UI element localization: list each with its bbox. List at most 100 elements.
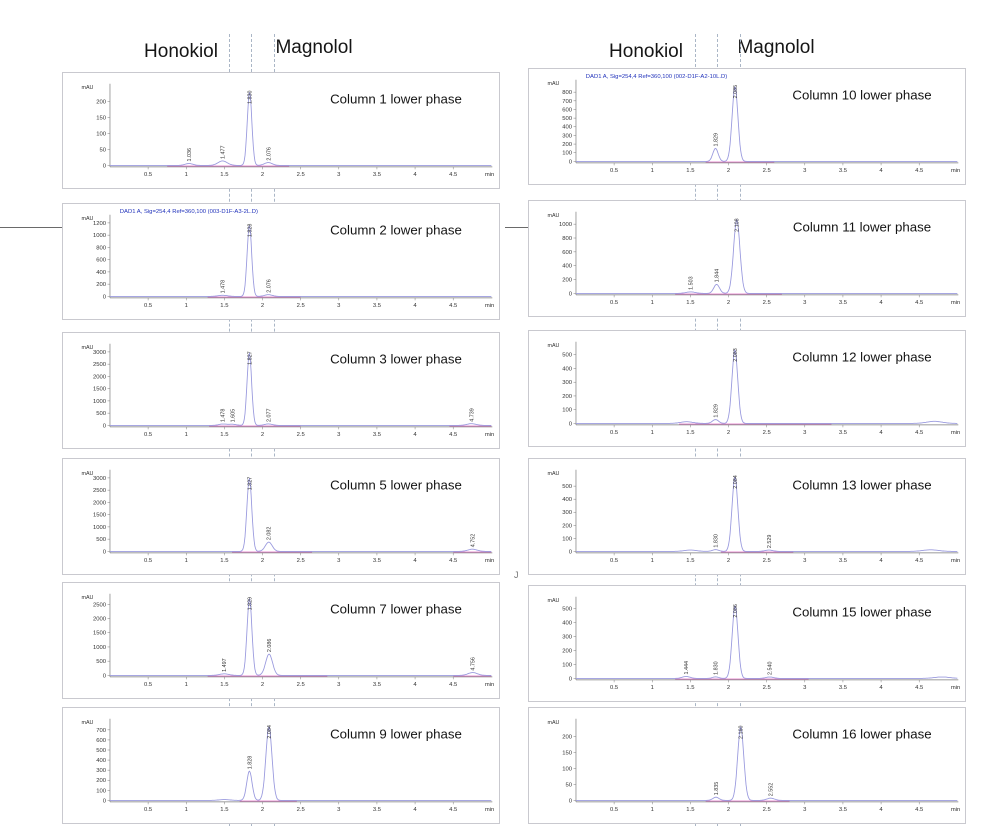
y-tick-label: 500 — [96, 748, 107, 754]
y-tick-label: 700 — [562, 99, 573, 105]
x-tick-label: 2.5 — [297, 432, 306, 438]
x-tick-label: 0.5 — [144, 682, 153, 688]
x-tick-label: 1.5 — [686, 807, 695, 813]
y-tick-label: 800 — [96, 245, 107, 251]
peak-retention-time-label: 1.477 — [221, 145, 227, 159]
x-axis-unit-label: min — [951, 558, 960, 564]
x-tick-label: 4 — [879, 685, 883, 691]
x-tick-label: 0.5 — [144, 432, 153, 438]
x-tick-label: 2.5 — [763, 430, 772, 436]
x-tick-label: 3.5 — [373, 172, 382, 178]
y-tick-label: 2500 — [93, 362, 107, 368]
x-tick-label: 4.5 — [449, 558, 458, 564]
x-tick-label: 3.5 — [373, 807, 382, 813]
x-tick-label: 0.5 — [144, 303, 153, 309]
x-tick-label: 4 — [879, 300, 883, 306]
x-tick-label: 1 — [651, 430, 654, 436]
x-tick-label: 1.5 — [686, 430, 695, 436]
x-tick-label: 2 — [261, 558, 264, 564]
x-tick-label: 4.5 — [449, 682, 458, 688]
x-tick-label: 4.5 — [915, 168, 924, 174]
x-tick-label: 1 — [185, 432, 188, 438]
x-tick-label: 4.5 — [449, 807, 458, 813]
x-tick-label: 4 — [413, 303, 417, 309]
y-tick-label: 100 — [96, 132, 107, 138]
x-tick-label: 3 — [337, 172, 341, 178]
panel-title: Column 12 lower phase — [792, 349, 931, 364]
peak-retention-time-label: 1.478 — [221, 280, 227, 294]
peak-retention-time-label: 4.739 — [469, 408, 475, 421]
peak-retention-time-label: 2.085 — [733, 85, 739, 99]
y-tick-label: 2000 — [93, 500, 107, 506]
x-tick-label: 3 — [803, 300, 807, 306]
x-axis-unit-label: min — [485, 682, 494, 688]
y-tick-label: 0 — [103, 294, 107, 300]
peak-retention-time-label: 2.086 — [733, 604, 739, 618]
chromatogram-panel-col5: mAU 0 500 1000 1500 2000 2500 3000 0.5 1 1.5 2 2.5 3 3… — [62, 458, 500, 575]
x-tick-label: 1 — [185, 682, 188, 688]
peak-retention-time-label: 1.830 — [714, 534, 720, 548]
peak-retention-time-label: 1.829 — [713, 404, 719, 418]
x-tick-label: 1 — [185, 558, 188, 564]
y-axis-label: mAU — [81, 720, 93, 726]
x-tick-label: 2.5 — [297, 682, 306, 688]
peak-retention-time-label: 2.084 — [267, 725, 273, 739]
x-tick-label: 2 — [727, 685, 730, 691]
x-tick-label: 2 — [727, 300, 730, 306]
y-tick-label: 200 — [562, 523, 573, 529]
y-tick-label: 100 — [562, 662, 573, 668]
peak-retention-time-label: 1.827 — [247, 351, 253, 365]
peak-retention-time-label: 4.756 — [471, 657, 477, 670]
panel-title: Column 3 lower phase — [330, 351, 462, 366]
x-tick-label: 4 — [413, 558, 417, 564]
x-tick-label: 3.5 — [373, 432, 382, 438]
chromatogram-panel-col3: mAU 0 500 1000 1500 2000 2500 3000 0.5 1 1.5 2 2.5 3 3… — [62, 332, 500, 449]
panel-title: Column 7 lower phase — [330, 601, 462, 616]
peak-retention-time-label: 1.478 — [221, 409, 227, 423]
x-tick-label: 1.5 — [686, 558, 695, 564]
x-tick-label: 0.5 — [144, 172, 153, 178]
peak-retention-time-label: 2.086 — [267, 639, 273, 653]
peak-retention-time-label: 1.444 — [684, 661, 690, 675]
peak-retention-time-label: 2.076 — [266, 147, 272, 161]
y-tick-label: 700 — [96, 728, 107, 734]
x-tick-label: 3 — [337, 432, 341, 438]
x-tick-label: 3 — [803, 168, 807, 174]
header-honokiol-right: Honokiol — [609, 41, 683, 62]
peak-retention-time-label: 2.076 — [266, 279, 272, 293]
x-tick-label: 2.5 — [763, 558, 772, 564]
peak-retention-time-label: 1.828 — [247, 756, 253, 770]
y-tick-label: 150 — [562, 751, 573, 757]
x-tick-label: 1 — [651, 807, 654, 813]
y-axis-label: mAU — [547, 471, 559, 477]
y-tick-label: 1500 — [93, 631, 107, 637]
y-tick-label: 500 — [562, 607, 573, 613]
chromatogram-trace — [109, 351, 492, 426]
y-tick-label: 300 — [562, 634, 573, 640]
y-tick-label: 50 — [565, 782, 572, 788]
x-tick-label: 1.5 — [220, 303, 229, 309]
y-tick-label: 200 — [96, 778, 107, 784]
y-tick-label: 1000 — [559, 222, 573, 228]
panel-title: Column 10 lower phase — [792, 87, 931, 102]
connector-line-left — [0, 227, 63, 228]
peak-retention-time-label: 2.082 — [267, 527, 273, 541]
peak-retention-time-label: 2.160 — [739, 725, 745, 739]
x-tick-label: 0.5 — [144, 807, 153, 813]
y-tick-label: 600 — [96, 738, 107, 744]
x-tick-label: 3.5 — [373, 558, 382, 564]
y-tick-label: 300 — [562, 133, 573, 139]
peak-retention-time-label: 2.084 — [733, 475, 739, 489]
y-tick-label: 100 — [562, 767, 573, 773]
x-tick-label: 3 — [337, 807, 341, 813]
x-axis-unit-label: min — [951, 430, 960, 436]
x-tick-label: 2 — [261, 172, 264, 178]
x-tick-label: 4 — [413, 807, 417, 813]
x-tick-label: 1.5 — [220, 432, 229, 438]
chromatogram-panel-col16: mAU 0 50 100 150 200 0.5 1 1.5 2 2.5 3 3.5 4 4.5 min 1.8… — [528, 707, 966, 824]
y-tick-label: 1000 — [93, 233, 107, 239]
x-axis-unit-label: min — [485, 807, 494, 813]
y-tick-label: 0 — [569, 676, 573, 682]
chromatogram-trace — [575, 476, 958, 552]
x-tick-label: 0.5 — [144, 558, 153, 564]
